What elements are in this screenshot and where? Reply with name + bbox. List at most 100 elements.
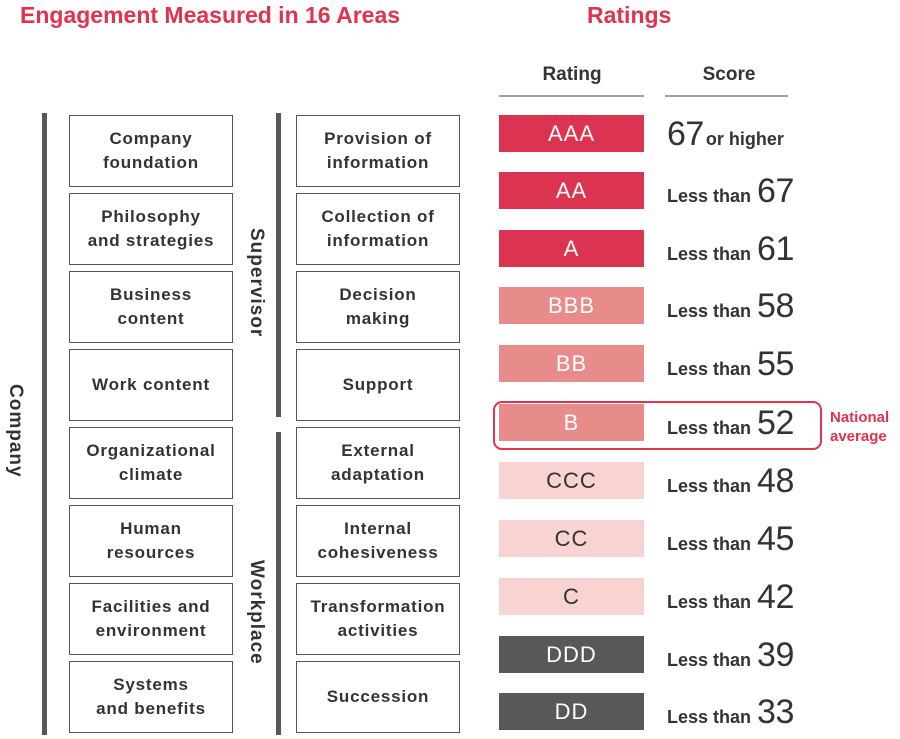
area-label: and benefits [96, 699, 206, 718]
score-value: 39 [757, 636, 794, 674]
area-box-succession: Succession [296, 661, 460, 733]
area-label: climate [118, 465, 184, 484]
score-prefix: Less than [667, 418, 752, 438]
rating-badge-ccc: CCC [499, 462, 644, 499]
area-box-philosophy-strategies: Philosophy and strategies [69, 193, 233, 265]
rating-row: BBB Less than 58 [0, 287, 900, 326]
area-label: Provision of [324, 129, 432, 148]
score-prefix: Less than [667, 534, 752, 554]
rating-row: C Less than 42 [0, 578, 900, 617]
rating-badge-aaa: AAA [499, 115, 644, 152]
rating-column-header: Rating [542, 64, 602, 85]
rating-badge-cc: CC [499, 520, 644, 557]
rating-row: BB Less than 55 [0, 345, 900, 384]
national-average-note: National average [830, 408, 889, 446]
area-label: information [326, 231, 430, 250]
area-label: Business [110, 285, 192, 304]
area-label: Facilities and [91, 597, 211, 616]
area-label: Decision [339, 285, 417, 304]
area-label: and strategies [87, 231, 215, 250]
rating-badge-c: C [499, 578, 644, 615]
score-threshold: Less than 42 [667, 578, 794, 617]
rating-row: B Less than 52 [0, 404, 900, 443]
area-box-systems-benefits: Systems and benefits [69, 661, 233, 733]
area-label: Human [120, 519, 182, 538]
rating-badge-aa: AA [499, 172, 644, 209]
area-label: Transformation [310, 597, 446, 616]
supervisor-group-label: Supervisor [246, 228, 267, 338]
score-threshold: Less than 55 [667, 345, 794, 384]
score-threshold: Less than 48 [667, 462, 794, 501]
rating-row: AAA 67 or higher [0, 115, 900, 153]
rating-badge-ddd: DDD [499, 636, 644, 673]
area-box-work-content: Work content [69, 349, 233, 421]
score-value: 61 [757, 230, 794, 268]
area-label: making [345, 309, 411, 328]
national-average-line1: National [830, 409, 890, 426]
area-label: activities [337, 621, 419, 640]
workplace-group-label: Workplace [246, 560, 267, 665]
workplace-group-bar [276, 432, 281, 735]
rating-row: A Less than 61 [0, 230, 900, 268]
area-box-internal-cohesiveness: Internal cohesiveness [296, 505, 460, 577]
page-title-areas: Engagement Measured in 16 Areas [20, 2, 401, 28]
area-box-facilities-environment: Facilities and environment [69, 583, 233, 655]
national-average-line2: average [830, 428, 887, 445]
company-group-label: Company [5, 384, 26, 478]
rating-row: DDD Less than 39 [0, 636, 900, 675]
area-label: cohesiveness [317, 543, 439, 562]
area-label: foundation [103, 153, 199, 172]
rating-header-underline [499, 95, 644, 97]
score-prefix: Less than [667, 592, 752, 612]
score-threshold: Less than 39 [667, 636, 794, 675]
area-box-external-adaptation: External adaptation [296, 427, 460, 499]
score-value: 67 [757, 172, 794, 210]
score-threshold: Less than 45 [667, 520, 794, 559]
score-value: 67 [667, 115, 704, 153]
area-box-transformation-activities: Transformation activities [296, 583, 460, 655]
area-box-support: Support [296, 349, 460, 421]
area-box-business-content: Business content [69, 271, 233, 343]
score-prefix: Less than [667, 244, 752, 264]
score-prefix: Less than [667, 186, 752, 206]
rating-row: CCC Less than 48 [0, 462, 900, 501]
score-threshold: Less than 58 [667, 287, 794, 326]
rating-badge-b: B [499, 404, 644, 441]
score-prefix: Less than [667, 476, 752, 496]
area-label: resources [106, 543, 196, 562]
area-box-human-resources: Human resources [69, 505, 233, 577]
score-value: 48 [757, 462, 794, 500]
rating-badge-bbb: BBB [499, 287, 644, 324]
score-threshold: Less than 52 [667, 404, 794, 443]
score-suffix: or higher [705, 129, 784, 149]
page-title-ratings: Ratings [587, 2, 672, 28]
score-value: 52 [757, 404, 794, 442]
rating-row: AA Less than 67 [0, 172, 900, 211]
score-prefix: Less than [667, 301, 752, 321]
score-value: 45 [757, 520, 794, 558]
score-threshold: Less than 67 [667, 172, 794, 211]
score-header-underline [665, 95, 788, 97]
score-prefix: Less than [667, 359, 752, 379]
area-label: Succession [326, 687, 430, 706]
area-label: content [117, 309, 185, 328]
area-label: Organizational [86, 441, 216, 460]
area-label: Internal [344, 519, 412, 538]
company-group-bar [42, 113, 47, 735]
area-label: Philosophy [101, 207, 201, 226]
area-label: Systems [113, 675, 189, 694]
national-average-highlight [493, 401, 822, 450]
supervisor-group-bar [276, 113, 281, 417]
score-threshold: Less than 33 [667, 693, 794, 732]
area-box-company-foundation: Company foundation [69, 115, 233, 187]
score-column-header: Score [702, 64, 756, 85]
area-label: External [341, 441, 415, 460]
rating-row: DD Less than 33 [0, 693, 900, 732]
area-box-collection-information: Collection of information [296, 193, 460, 265]
area-label: adaptation [331, 465, 425, 484]
area-label: Collection of [321, 207, 435, 226]
area-box-organizational-climate: Organizational climate [69, 427, 233, 499]
score-value: 42 [757, 578, 794, 616]
area-box-decision-making: Decision making [296, 271, 460, 343]
rating-badge-bb: BB [499, 345, 644, 382]
